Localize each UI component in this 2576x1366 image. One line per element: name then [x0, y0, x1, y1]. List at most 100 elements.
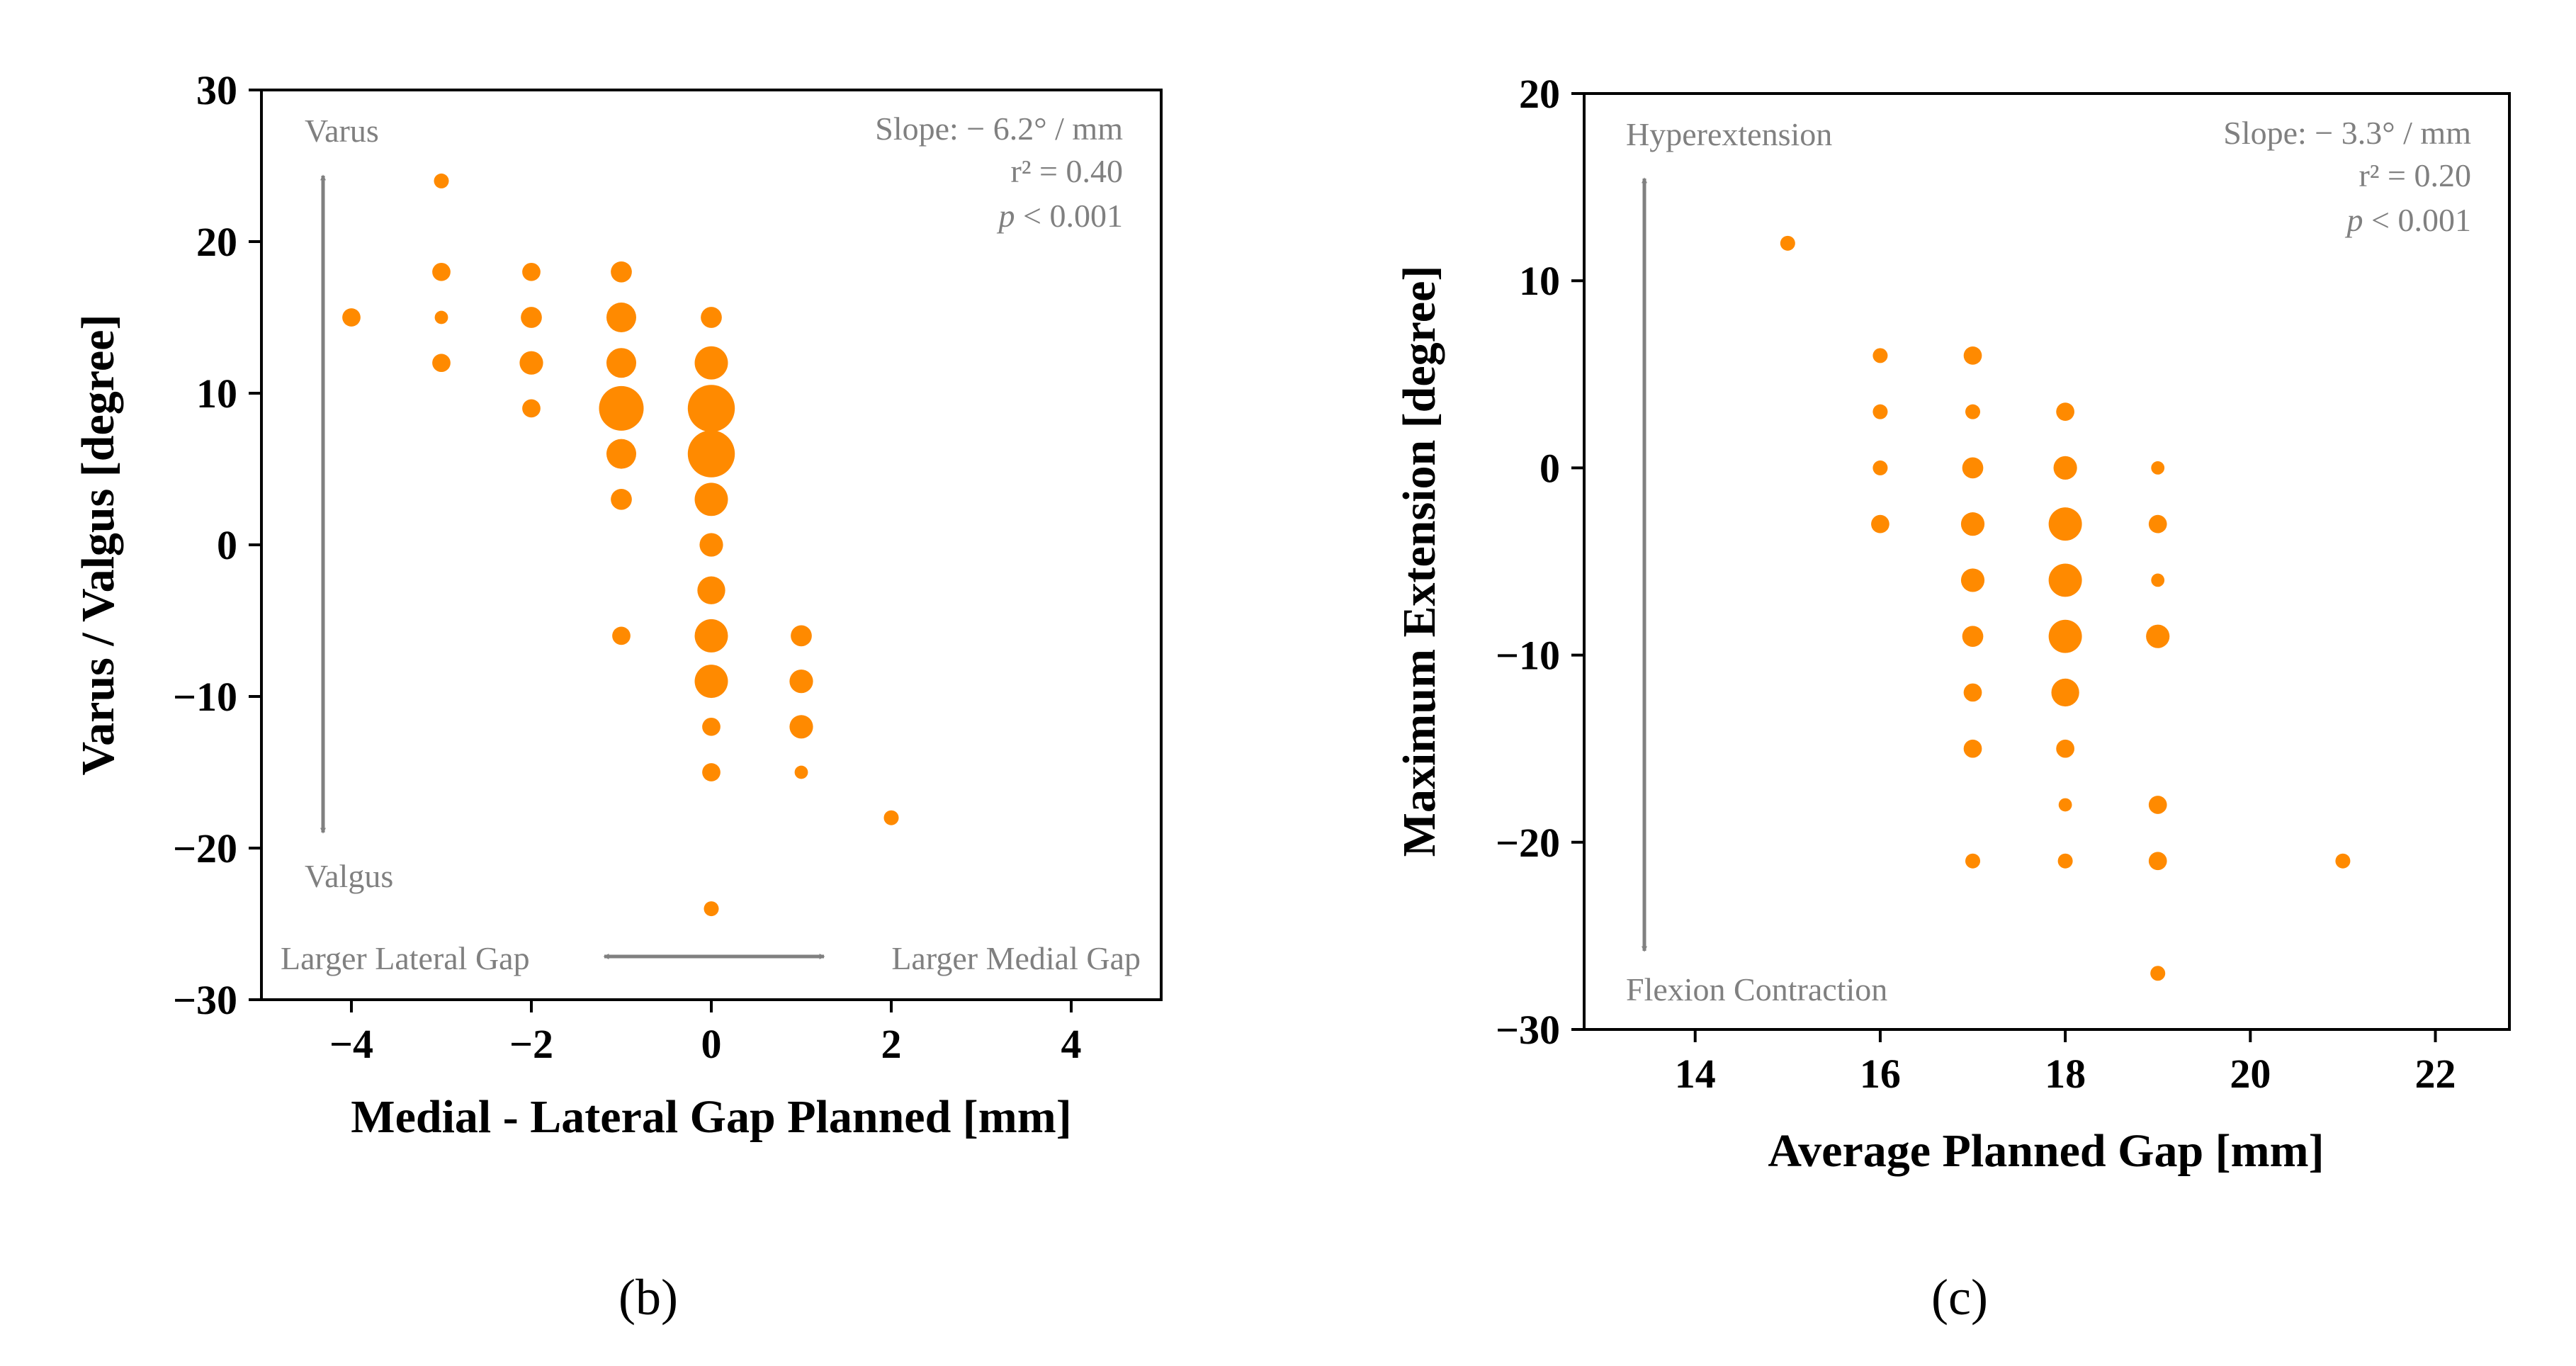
panel-c-data-point	[2335, 853, 2351, 869]
panel-b-data-point	[702, 763, 721, 781]
panel-c-x-tick-label: 22	[2415, 1051, 2456, 1097]
panel-b-data-point	[522, 262, 541, 281]
panel-b-data-point	[789, 669, 813, 694]
panel-b-y-tick-label: 0	[217, 522, 237, 568]
panel-c-y-ticks: −30 −20 −10 0 10 20	[1496, 71, 1584, 1053]
panel-c-data-point	[2048, 563, 2082, 597]
panel-b-data-point	[694, 619, 728, 653]
panel-c-data-point	[2048, 619, 2082, 653]
panel-b-slope: Slope: − 6.2° / mm	[875, 111, 1123, 147]
panel-b-data-point	[687, 385, 735, 432]
panel-b-data-point	[432, 262, 451, 281]
panel-c-x-tick-label: 16	[1860, 1051, 1901, 1097]
panel-c-data-point	[1872, 404, 1888, 419]
panel-c-y-tick-label: 10	[1519, 258, 1560, 304]
panel-b-x-tick-label: 2	[881, 1021, 902, 1067]
panel-c-data-point	[2056, 402, 2074, 421]
panel-c-y-axis-title: Maximum Extension [degree]	[1394, 266, 1445, 857]
panel-c-x-axis-title: Average Planned Gap [mm]	[1768, 1125, 2324, 1177]
panel-c-data-point	[1780, 235, 1795, 251]
panel-b-annot-lateral: Larger Lateral Gap	[281, 940, 530, 976]
panel-b-annot-varus: Varus	[305, 113, 379, 149]
panel-c-data-point	[2053, 456, 2077, 480]
panel-b-data-point	[694, 665, 728, 699]
panel-b-data-point	[697, 576, 725, 604]
panel-c-data-point	[2058, 798, 2072, 812]
panel-c-slope: Slope: − 3.3° / mm	[2223, 115, 2471, 151]
panel-c-x-tick-label: 20	[2230, 1051, 2271, 1097]
panel-b-data-point	[522, 399, 541, 418]
panel-b-y-ticks: −30 −20 −10 0 10 20 30	[173, 67, 261, 1023]
panel-b-data-point	[342, 308, 361, 327]
panel-c-x-ticks: 14 16 18 20 22	[1675, 1029, 2456, 1097]
panel-c-data-point	[2148, 796, 2167, 814]
panel-b-y-tick-label: 30	[196, 67, 237, 113]
panel-c-pvalue: p < 0.001	[2345, 202, 2471, 238]
panel-b-y-tick-label: −30	[173, 977, 237, 1023]
panel-c-frame	[1583, 92, 2511, 1031]
panel-b-x-ticks: −4 −2 0 2 4	[329, 1000, 1082, 1067]
panel-c-data-point	[1963, 683, 1982, 702]
panel-b-data-point	[702, 717, 721, 736]
panel-b-y-tick-label: −10	[173, 674, 237, 720]
panel-b-x-tick-label: −4	[329, 1021, 373, 1067]
panel-b-pvalue: p < 0.001	[997, 198, 1123, 234]
panel-c-data-point	[2151, 461, 2165, 475]
panel-b-data-point	[606, 303, 636, 332]
panel-b-data-point	[521, 307, 542, 328]
panel-c-data-point	[1963, 346, 1982, 365]
panel-b-data-point	[789, 715, 813, 739]
panel-b-x-tick-label: −2	[509, 1021, 553, 1067]
panel-c-data-point	[2051, 678, 2079, 707]
panel-c-data-point	[1965, 853, 1981, 869]
panel-b-data-point	[687, 430, 735, 478]
panel-c: 14 16 18 20 22 −30 −20 −10 0 10 20 Hyperextension…	[1394, 71, 2511, 1326]
panel-b-data-point	[704, 901, 719, 917]
panel-b-data-point	[612, 626, 631, 645]
panel-b-x-axis-title: Medial - Lateral Gap Planned [mm]	[351, 1091, 1071, 1143]
panel-c-data-point	[2048, 507, 2082, 541]
panel-c-label: (c)	[1931, 1269, 1988, 1326]
panel-b-data-point	[606, 439, 636, 469]
panel-b: −4 −2 0 2 4 −30 −2 0 −10 0 10 20 30 Varus Valgus La…	[72, 67, 1163, 1326]
panel-b-data-point	[701, 307, 722, 328]
panel-c-x-tick-label: 18	[2045, 1051, 2086, 1097]
panel-c-data-point	[1872, 348, 1888, 363]
panel-b-x-tick-label: 0	[701, 1021, 722, 1067]
panel-c-points	[1780, 235, 2351, 981]
panel-c-data-point	[1960, 512, 1985, 536]
panel-c-data-point	[1963, 739, 1982, 758]
panel-b-data-point	[606, 348, 636, 378]
panel-b-y-tick-label: 20	[196, 219, 237, 265]
panel-b-points	[342, 173, 899, 917]
panel-b-data-point	[611, 488, 632, 510]
panel-b-data-point	[611, 261, 632, 283]
panel-b-data-point	[883, 810, 899, 825]
panel-c-y-tick-label: −20	[1496, 820, 1560, 866]
panel-c-data-point	[2146, 624, 2170, 648]
panel-c-data-point	[2057, 853, 2073, 869]
panel-b-data-point	[599, 385, 644, 431]
panel-b-r2: r² = 0.40	[1010, 153, 1123, 189]
panel-c-data-point	[2150, 966, 2166, 981]
panel-b-label: (b)	[618, 1269, 678, 1326]
panel-b-x-tick-label: 4	[1061, 1021, 1082, 1067]
panel-b-data-point	[519, 351, 543, 375]
panel-c-annot-flexion-contraction: Flexion Contraction	[1626, 971, 1887, 1007]
panel-b-data-point	[794, 765, 808, 779]
panel-c-data-point	[2151, 573, 2165, 587]
panel-b-data-point	[434, 310, 448, 324]
panel-c-y-tick-label: −10	[1496, 633, 1560, 679]
panel-b-data-point	[432, 354, 451, 373]
panel-c-data-point	[1871, 514, 1889, 534]
panel-c-x-tick-label: 14	[1675, 1051, 1716, 1097]
panel-c-y-tick-label: 20	[1519, 71, 1560, 117]
panel-c-data-point	[1962, 457, 1984, 479]
panel-c-data-point	[1960, 568, 1985, 592]
panel-b-annot-medial: Larger Medial Gap	[891, 940, 1141, 976]
panel-b-data-point	[699, 533, 723, 557]
panel-c-data-point	[1965, 404, 1981, 419]
panel-c-y-tick-label: 0	[1540, 445, 1560, 491]
panel-b-annot-valgus: Valgus	[305, 858, 393, 894]
panel-b-y-tick-label: 10	[196, 371, 237, 417]
